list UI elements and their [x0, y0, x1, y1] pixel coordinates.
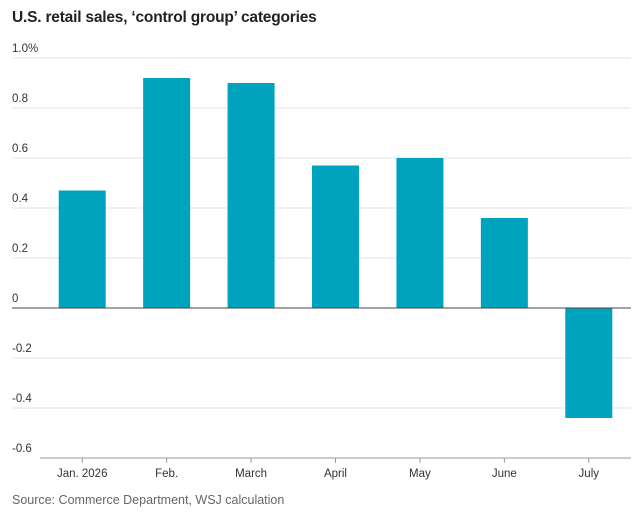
bar	[143, 78, 191, 308]
bar	[58, 190, 106, 308]
x-tick-label: Feb.	[155, 468, 178, 480]
x-tick-label: July	[579, 468, 600, 480]
y-tick-label: 0	[12, 293, 18, 305]
x-tick-label: May	[409, 468, 431, 480]
x-tick-label: April	[324, 468, 347, 480]
y-tick-label: 0.4	[12, 193, 29, 205]
y-tick-label: 0.2	[12, 243, 28, 255]
y-tick-label: -0.6	[12, 443, 32, 455]
y-tick-label: -0.2	[12, 343, 32, 355]
y-tick-label: -0.4	[12, 393, 32, 405]
y-tick-label: 0.6	[12, 143, 28, 155]
bar	[565, 308, 613, 418]
x-tick-label: Jan. 2026	[57, 468, 108, 480]
tick-labels: 1.0% 0.8 0.6 0.4 0.2 0 -0.2 -0.4 -0.6 Jan. 2026 Fe…	[12, 43, 599, 480]
x-tick-label: June	[492, 468, 517, 480]
chart-source: Source: Commerce Department, WSJ calcula…	[12, 493, 285, 507]
y-tick-label: 1.0%	[12, 43, 38, 55]
x-tick-label: March	[235, 468, 267, 480]
chart-title: U.S. retail sales, ‘control group’ categ…	[12, 9, 317, 26]
axes	[12, 307, 631, 463]
bar	[396, 158, 444, 308]
bar	[480, 218, 528, 308]
y-tick-label: 0.8	[12, 93, 28, 105]
bar	[312, 165, 359, 308]
bar	[227, 83, 275, 308]
bars	[58, 78, 613, 418]
